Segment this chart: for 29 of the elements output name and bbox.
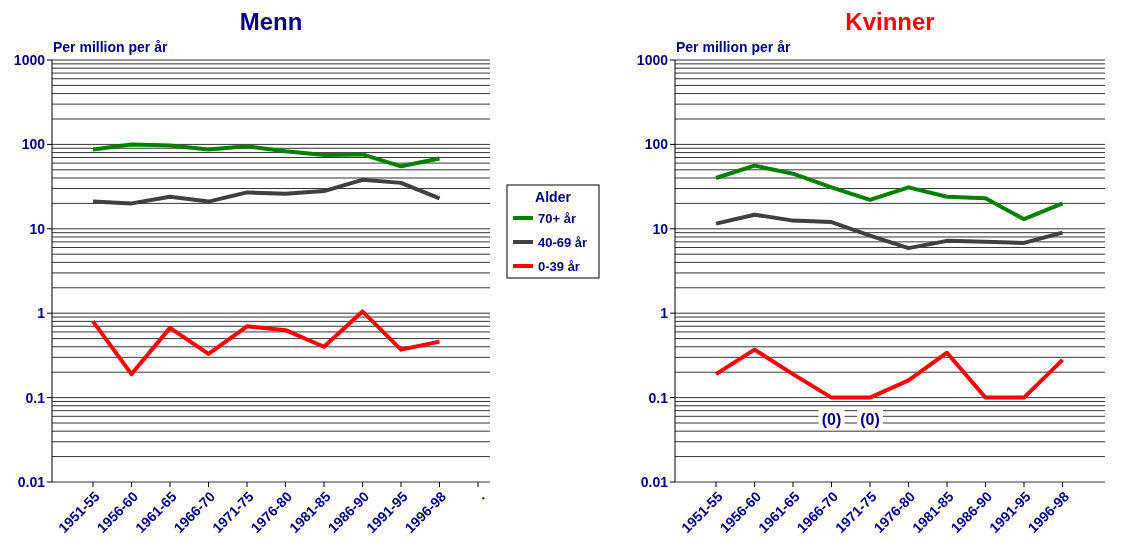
y-tick-label: 1 <box>660 305 669 322</box>
y-tick-label: 10 <box>652 220 669 237</box>
legend-title: Alder <box>535 189 572 205</box>
y-tick-label: 0.01 <box>17 473 46 490</box>
legend-label: 70+ år <box>538 210 576 226</box>
legend-label: 40-69 år <box>538 234 588 250</box>
y-tick-label: 1000 <box>636 51 669 68</box>
y-tick-label: 0.1 <box>648 389 669 406</box>
y-tick-label: 10 <box>29 220 46 237</box>
y-axis-title: Per million per år <box>53 39 168 55</box>
y-tick-label: 1000 <box>13 51 46 68</box>
y-axis-title: Per million per år <box>676 39 791 55</box>
x-tick-label: . <box>473 488 488 503</box>
legend-label: 0-39 år <box>538 258 580 274</box>
chart-title: Kvinner <box>845 8 935 35</box>
y-tick-label: 1 <box>37 305 46 322</box>
y-tick-label: 0.1 <box>25 389 46 406</box>
annotation: (0) <box>821 411 842 429</box>
y-tick-label: 100 <box>21 136 46 153</box>
annotation: (0) <box>860 411 880 429</box>
line-series <box>91 142 442 169</box>
line-series <box>91 309 442 377</box>
chart-title: Menn <box>239 8 303 35</box>
y-tick-label: 0.01 <box>640 473 669 490</box>
y-tick-label: 100 <box>644 136 669 153</box>
line-series <box>714 347 1065 400</box>
line-series <box>91 177 442 206</box>
line-series <box>714 163 1065 222</box>
line-series <box>714 212 1065 251</box>
